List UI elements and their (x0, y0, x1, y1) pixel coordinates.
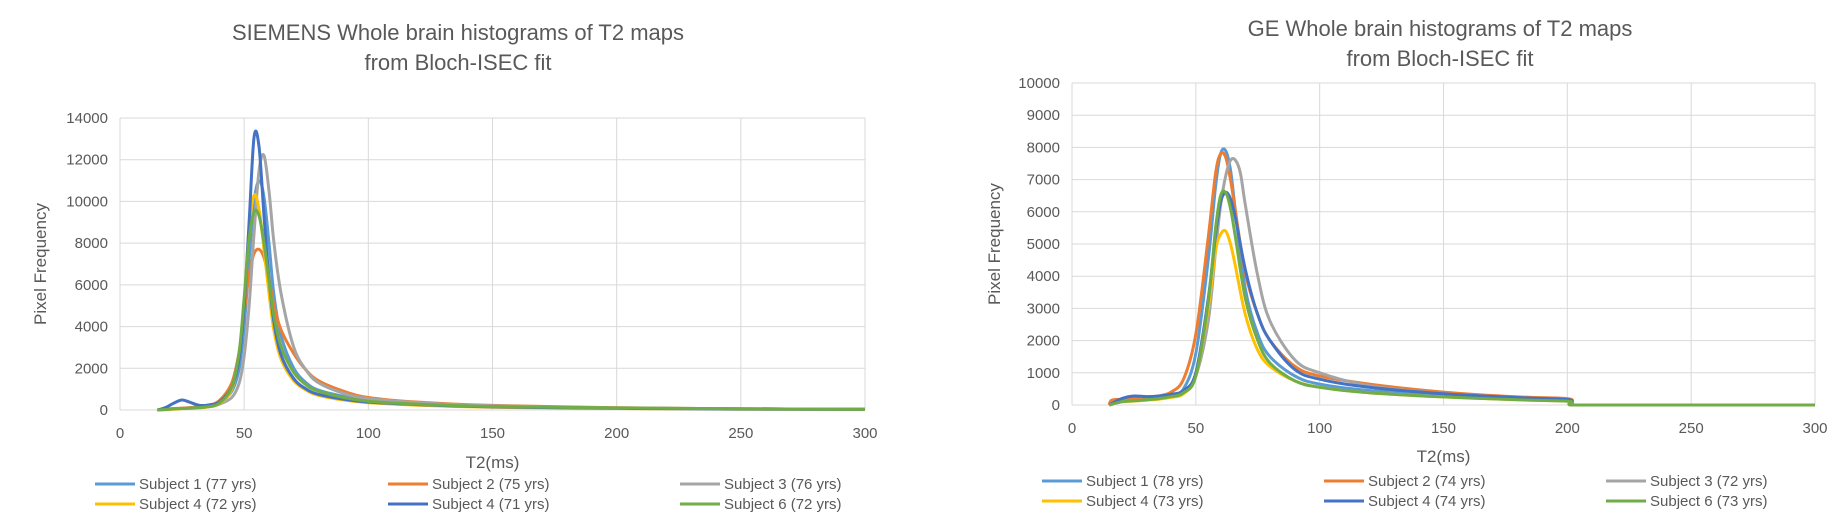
ge-y-tick-label: 6000 (1027, 204, 1060, 221)
ge-series-line-4 (1108, 228, 1815, 407)
ge-x-tick-label: 100 (1307, 420, 1332, 437)
siemens-x-tick-label: 150 (480, 425, 505, 442)
siemens-y-tick-label: 12000 (66, 152, 108, 169)
ge-x-tick-label: 150 (1431, 420, 1456, 437)
ge-y-tick-label: 0 (1052, 397, 1060, 414)
ge-y-tick-label: 2000 (1027, 333, 1060, 350)
ge-x-axis-title: T2(ms) (1417, 447, 1471, 466)
ge-y-tick-label: 8000 (1027, 139, 1060, 156)
ge-legend-label-2: Subject 2 (74 yrs) (1368, 473, 1486, 490)
siemens-chart-title-line: SIEMENS Whole brain histograms of T2 map… (232, 20, 684, 45)
siemens-chart-title-line: from Bloch-ISEC fit (364, 50, 551, 75)
ge-x-tick-label: 0 (1068, 420, 1076, 437)
ge-y-tick-label: 10000 (1018, 75, 1060, 92)
ge-y-tick-label: 1000 (1027, 365, 1060, 382)
siemens-series-line-2 (157, 247, 866, 412)
siemens-y-tick-label: 0 (100, 402, 108, 419)
siemens-x-tick-label: 50 (236, 425, 253, 442)
ge-legend-label-6: Subject 6 (73 yrs) (1650, 493, 1768, 510)
siemens-legend-label-6: Subject 6 (72 yrs) (724, 496, 842, 513)
ge-chart-title-line: from Bloch-ISEC fit (1346, 46, 1533, 71)
ge-chart: GE Whole brain histograms of T2 maps from… (985, 16, 1828, 510)
ge-y-tick-label: 3000 (1027, 300, 1060, 317)
ge-x-tick-label: 250 (1679, 420, 1704, 437)
siemens-y-tick-label: 4000 (75, 319, 108, 336)
siemens-y-axis-title: Pixel Frequency (31, 203, 50, 325)
ge-y-axis-title: Pixel Frequency (985, 183, 1004, 305)
ge-chart-title-line: GE Whole brain histograms of T2 maps (1248, 16, 1633, 41)
siemens-x-tick-label: 250 (728, 425, 753, 442)
ge-y-tick-label: 9000 (1027, 107, 1060, 124)
siemens-y-tick-label: 14000 (66, 110, 108, 127)
siemens-x-tick-label: 200 (604, 425, 629, 442)
siemens-y-tick-label: 10000 (66, 193, 108, 210)
ge-legend-label-5: Subject 4 (74 yrs) (1368, 493, 1486, 510)
siemens-x-tick-label: 0 (116, 425, 124, 442)
siemens-legend-label-3: Subject 3 (76 yrs) (724, 476, 842, 493)
siemens-legend-label-5: Subject 4 (71 yrs) (432, 496, 550, 513)
ge-legend-label-1: Subject 1 (78 yrs) (1086, 473, 1204, 490)
ge-x-tick-label: 50 (1187, 420, 1204, 437)
ge-x-tick-label: 300 (1802, 420, 1827, 437)
ge-legend-label-3: Subject 3 (72 yrs) (1650, 473, 1768, 490)
ge-y-tick-label: 7000 (1027, 172, 1060, 189)
ge-series-line-5 (1108, 190, 1815, 407)
ge-y-tick-label: 5000 (1027, 236, 1060, 253)
siemens-x-tick-label: 100 (356, 425, 381, 442)
ge-y-tick-label: 4000 (1027, 268, 1060, 285)
siemens-legend-label-1: Subject 1 (77 yrs) (139, 476, 257, 493)
ge-series-line-6 (1108, 189, 1815, 407)
siemens-y-tick-label: 2000 (75, 360, 108, 377)
siemens-legend-label-2: Subject 2 (75 yrs) (432, 476, 550, 493)
siemens-x-tick-label: 300 (852, 425, 877, 442)
siemens-y-tick-label: 8000 (75, 235, 108, 252)
siemens-chart: SIEMENS Whole brain histograms of T2 map… (31, 20, 878, 513)
siemens-x-axis-title: T2(ms) (466, 453, 520, 472)
ge-legend-label-4: Subject 4 (73 yrs) (1086, 493, 1204, 510)
siemens-series-line-6 (157, 208, 866, 412)
ge-x-tick-label: 200 (1555, 420, 1580, 437)
siemens-y-tick-label: 6000 (75, 277, 108, 294)
siemens-legend-label-4: Subject 4 (72 yrs) (139, 496, 257, 513)
